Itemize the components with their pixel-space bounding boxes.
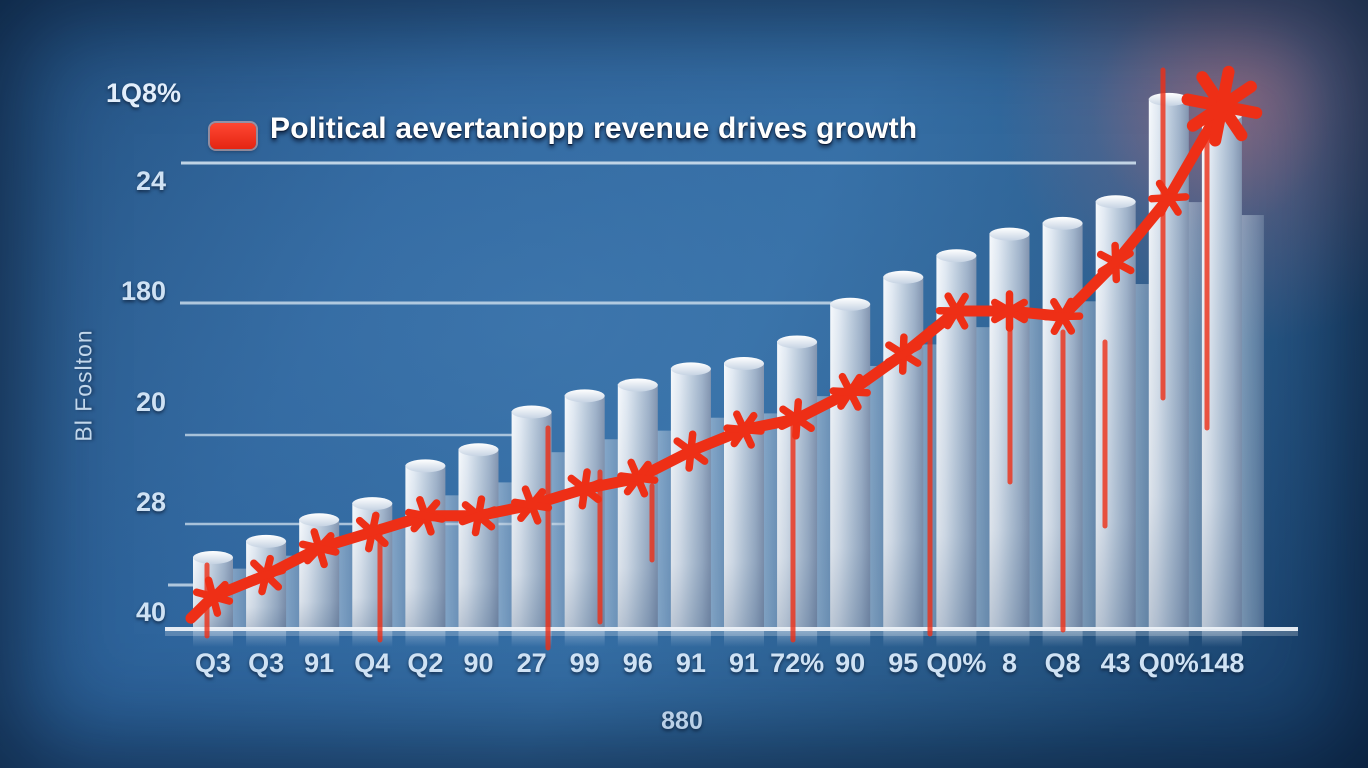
star-marker bbox=[458, 495, 499, 537]
star-marker bbox=[829, 372, 871, 411]
star-marker bbox=[1148, 178, 1190, 217]
x-tick-label: 91 bbox=[728, 648, 760, 678]
bar-cap bbox=[511, 405, 552, 419]
bar-cap bbox=[830, 297, 871, 311]
bar-cap bbox=[724, 357, 764, 370]
bar-reflection bbox=[405, 631, 446, 647]
chart-title: Political aevertaniopp revenue drives gr… bbox=[270, 112, 918, 145]
x-tick-label: 148 bbox=[1199, 648, 1245, 678]
x-tick-label: Q4 bbox=[354, 648, 391, 678]
star-marker bbox=[192, 576, 234, 617]
bar-reflection bbox=[1095, 631, 1136, 647]
bar-reflection bbox=[724, 631, 764, 647]
star-marker bbox=[1096, 241, 1135, 284]
star-marker bbox=[778, 398, 817, 440]
bar-cap bbox=[1148, 92, 1189, 106]
legend-swatch bbox=[210, 123, 256, 149]
star-marker bbox=[1041, 297, 1084, 335]
y-tick-label: 180 bbox=[120, 276, 166, 306]
bar-reflection bbox=[830, 631, 871, 647]
x-tick-label: Q3 bbox=[248, 648, 285, 678]
x-axis-footer-label: 880 bbox=[661, 707, 703, 735]
star-marker bbox=[723, 410, 765, 449]
star-marker bbox=[935, 292, 978, 330]
peak-star-marker bbox=[1181, 65, 1263, 147]
star-marker bbox=[884, 333, 923, 375]
bar-reflection bbox=[1148, 631, 1189, 647]
x-tick-label: 99 bbox=[569, 648, 600, 678]
x-tick-label: 95 bbox=[888, 648, 919, 678]
y-axis-title: Bl Foslton bbox=[70, 329, 97, 442]
x-tick-label: 90 bbox=[835, 648, 866, 678]
x-axis-tick-labels: Q3 Q3 91 Q4 Q2 90 27 99 96 91 91 72% 90 95 Q0% 8 Q8 43 Q0%… bbox=[0, 648, 1368, 686]
x-tick-label: Q2 bbox=[407, 648, 444, 678]
bar-reflection bbox=[777, 631, 818, 647]
bar-cap bbox=[777, 335, 818, 349]
bar-shade bbox=[405, 464, 446, 629]
y-tick-label: 24 bbox=[135, 166, 166, 196]
y-tick-label: 40 bbox=[135, 597, 166, 627]
bar-shade bbox=[724, 362, 764, 629]
star-marker bbox=[565, 468, 605, 510]
star-marker bbox=[511, 485, 553, 525]
star-marker bbox=[991, 290, 1028, 332]
x-tick-label: 43 bbox=[1100, 648, 1131, 678]
bar-reflection bbox=[193, 631, 233, 647]
x-tick-label: 72% bbox=[770, 648, 825, 678]
x-tick-label: Q8 bbox=[1044, 648, 1081, 678]
bar-cap bbox=[1042, 216, 1083, 230]
x-tick-label: Q0% bbox=[926, 648, 987, 678]
star-marker bbox=[246, 554, 287, 596]
bar-reflection bbox=[670, 631, 711, 647]
bar-cap bbox=[617, 378, 658, 392]
bar-reflection bbox=[564, 631, 605, 647]
bar-reflection bbox=[1042, 631, 1083, 647]
bar-cap bbox=[936, 249, 977, 263]
bar-shade bbox=[883, 276, 924, 629]
bar-reflection bbox=[989, 631, 1030, 647]
bar-cap bbox=[352, 497, 393, 511]
bar-shade bbox=[777, 340, 818, 629]
bar-reflection bbox=[1201, 631, 1242, 647]
x-tick-label: 27 bbox=[516, 648, 547, 678]
bar-shade bbox=[458, 448, 499, 629]
bar-shade bbox=[830, 303, 871, 629]
x-tick-label: Q0% bbox=[1138, 648, 1199, 678]
bar-reflection bbox=[936, 631, 977, 647]
y-tick-label: 28 bbox=[135, 487, 166, 517]
y-tick-label: 20 bbox=[135, 387, 166, 417]
x-tick-label: 96 bbox=[622, 648, 653, 678]
bar-reflection bbox=[246, 631, 287, 647]
bar-cap bbox=[989, 227, 1030, 241]
star-marker bbox=[617, 458, 659, 498]
x-tick-label: 91 bbox=[675, 648, 706, 678]
bar-cap bbox=[670, 362, 711, 376]
corner-value-label: 1Q8% bbox=[106, 78, 182, 108]
bar-reflection bbox=[458, 631, 499, 647]
star-marker bbox=[404, 495, 446, 536]
bar-reflection bbox=[299, 631, 340, 647]
x-tick-label: 90 bbox=[463, 648, 494, 678]
star-marker bbox=[671, 430, 711, 472]
bar-cap bbox=[193, 551, 233, 565]
bar-reflection bbox=[883, 631, 924, 647]
bar-cap bbox=[564, 389, 605, 403]
star-marker bbox=[352, 511, 393, 553]
bar-cap bbox=[246, 534, 287, 548]
bar-reflection bbox=[511, 631, 552, 647]
bar-cap bbox=[458, 443, 499, 457]
bar-cap bbox=[1095, 195, 1136, 209]
x-tick-label: Q3 bbox=[194, 648, 232, 678]
bar-cap bbox=[299, 513, 340, 527]
x-tick-label: 91 bbox=[304, 648, 335, 678]
bar-shade bbox=[1148, 98, 1189, 629]
bar-cap bbox=[883, 270, 924, 284]
bar-shade bbox=[670, 367, 711, 629]
bar-cap bbox=[405, 459, 446, 473]
star-marker bbox=[298, 528, 340, 569]
x-tick-label: 8 bbox=[1001, 648, 1018, 678]
bar-reflection bbox=[617, 631, 658, 647]
